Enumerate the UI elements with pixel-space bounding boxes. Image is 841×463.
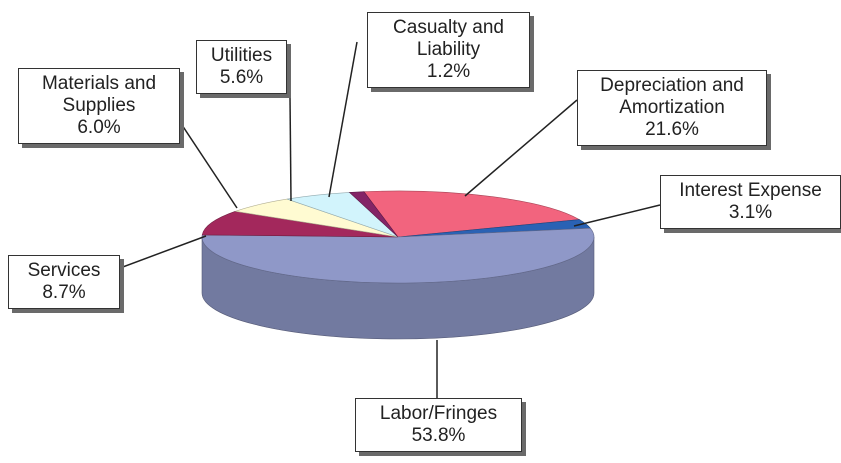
category-label: Depreciation and Amortization — [600, 75, 744, 118]
category-label: Casualty and Liability — [393, 17, 504, 60]
value-label: 6.0% — [77, 117, 121, 138]
slice — [201, 227, 595, 284]
leader-line — [328, 41, 358, 198]
slice-label: Labor/Fringes 53.8% — [355, 398, 522, 452]
value-label: 3.1% — [728, 202, 773, 223]
category-label: Labor/Fringes — [379, 403, 498, 424]
value-label: 1.2% — [426, 61, 471, 82]
slice-label: Utilities 5.6% — [196, 40, 287, 94]
category-label: Services — [27, 260, 101, 281]
slice-label: Interest Expense 3.1% — [660, 175, 841, 229]
leader-line — [179, 121, 238, 209]
leader-line — [464, 99, 578, 197]
category-label: Utilities — [210, 45, 273, 66]
slice — [363, 190, 581, 238]
slice-label: Materials and Supplies 6.0% — [18, 68, 180, 144]
slice-label: Casualty and Liability 1.2% — [367, 12, 530, 88]
slice-label: Depreciation and Amortization 21.6% — [577, 70, 767, 146]
slice — [348, 191, 399, 238]
category-label: Materials and Supplies — [41, 73, 157, 116]
value-label: 8.7% — [42, 282, 86, 303]
value-label: 5.6% — [219, 67, 264, 88]
value-label: 53.8% — [411, 425, 466, 446]
slice — [201, 211, 399, 238]
leader-line — [573, 204, 661, 227]
leader-line — [289, 96, 292, 202]
slice-label: Services 8.7% — [8, 255, 120, 309]
leader-line — [119, 235, 207, 269]
value-label: 21.6% — [645, 119, 699, 140]
category-label: Interest Expense — [679, 180, 822, 201]
